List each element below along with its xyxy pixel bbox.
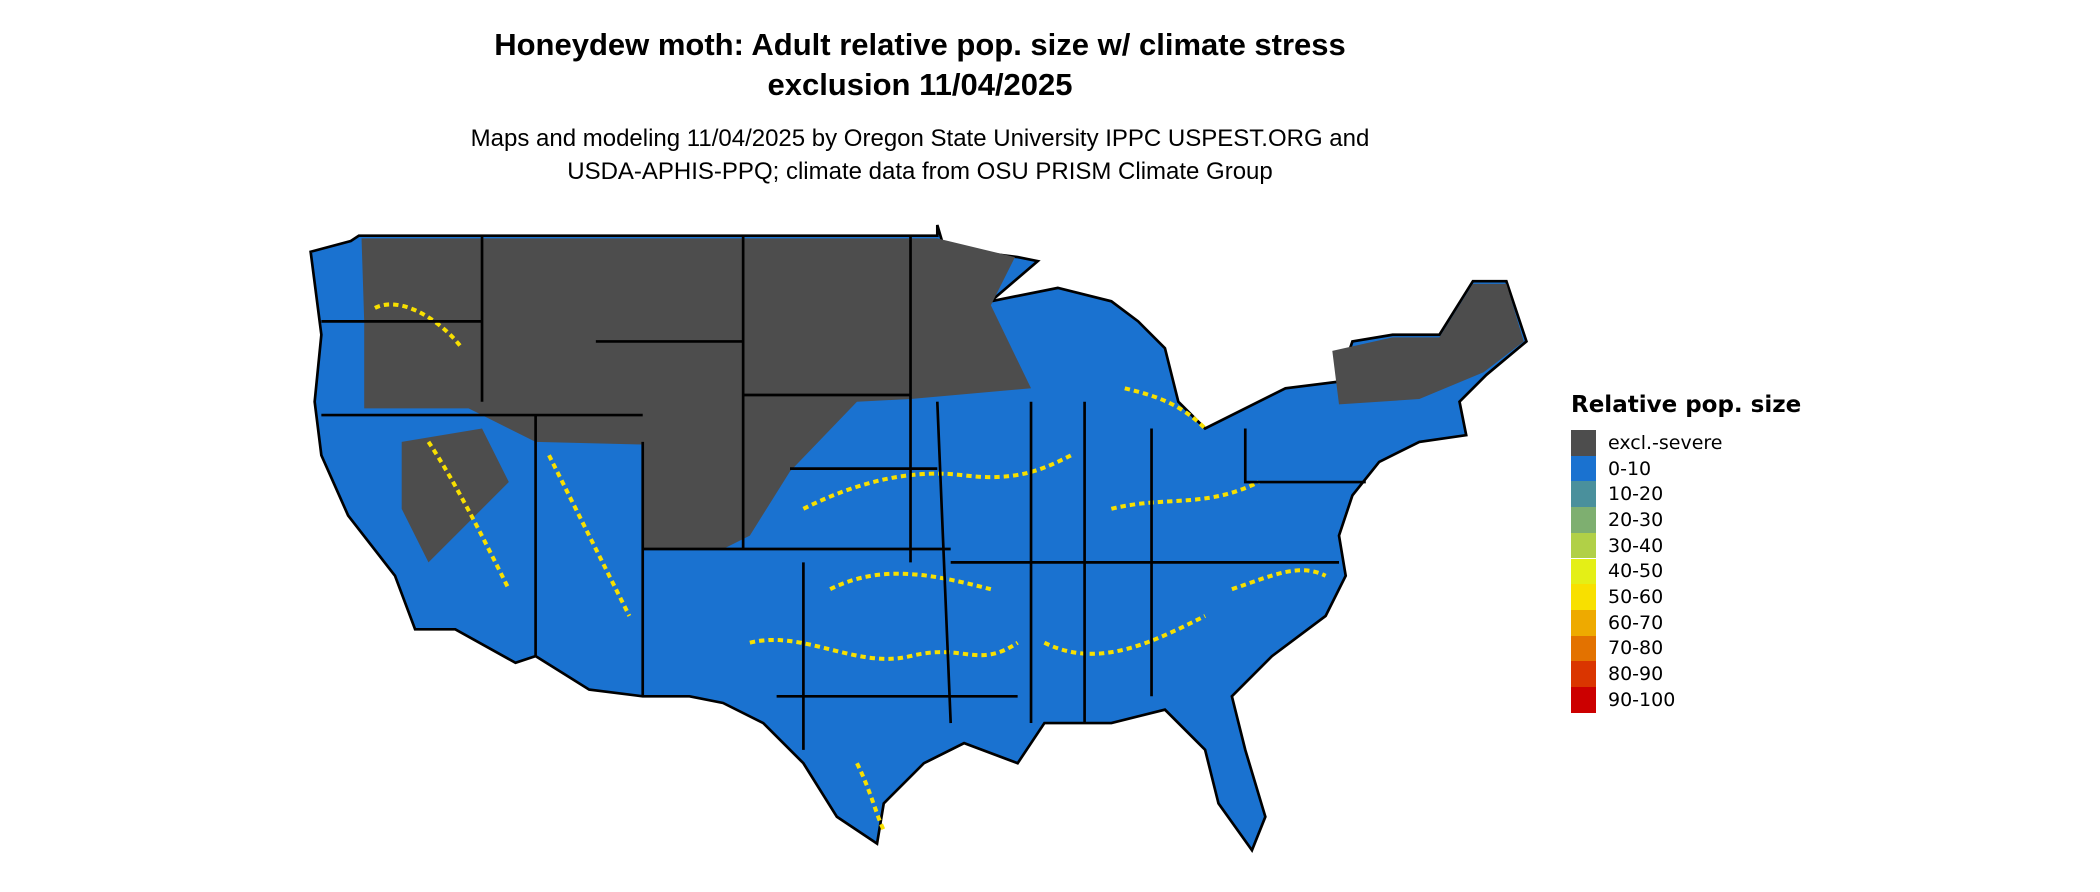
legend-title: Relative pop. size	[1571, 392, 1802, 418]
legend-item: 80-90	[1571, 661, 1663, 687]
yellow-patch	[426, 440, 511, 591]
legend-item: 40-50	[1571, 558, 1664, 585]
legend-label: 80-90	[1608, 663, 1664, 686]
yellow-patch	[374, 302, 464, 350]
legend-label: 40-50	[1608, 560, 1664, 583]
legend-label: 60-70	[1608, 611, 1664, 634]
yellow-patch	[1124, 386, 1207, 430]
yellow-patch	[855, 762, 886, 832]
legend-label: 30-40	[1608, 534, 1664, 557]
yellow-patch	[802, 453, 1073, 511]
legend-swatch	[1571, 481, 1596, 508]
legend-label: 20-30	[1608, 508, 1664, 531]
legend-swatch	[1571, 430, 1596, 456]
legend-swatch	[1571, 455, 1596, 482]
legend-label: excl.-severe	[1608, 431, 1723, 454]
legend-swatch	[1571, 687, 1596, 713]
legend-label: 50-60	[1608, 586, 1664, 609]
map-subtitle-line2: USDA-APHIS-PPQ; climate data from OSU PR…	[567, 158, 1273, 185]
yellow-patch	[1043, 614, 1206, 656]
excluded-northeast-region	[1332, 283, 1524, 405]
legend-swatch	[1571, 609, 1596, 636]
excluded-northern-plains-region	[361, 238, 1032, 549]
high-suitability-patches	[374, 302, 1327, 832]
legend-item: 90-100	[1571, 687, 1675, 713]
legend-swatch	[1571, 507, 1596, 533]
legend-item: 0-10	[1571, 455, 1652, 482]
legend-item: excl.-severe	[1571, 430, 1723, 456]
legend-swatch	[1571, 558, 1596, 585]
legend-label: 70-80	[1608, 637, 1664, 660]
state-border	[321, 235, 1366, 750]
legend-label: 10-20	[1608, 483, 1664, 506]
legend-item: 50-60	[1571, 584, 1663, 610]
legend-swatch	[1571, 635, 1596, 662]
map-title-line2: exclusion 11/04/2025	[767, 67, 1073, 102]
map-title-line1: Honeydew moth: Adult relative pop. size …	[494, 27, 1346, 62]
map-subtitle-line1: Maps and modeling 11/04/2025 by Oregon S…	[470, 125, 1370, 152]
legend-swatch	[1571, 584, 1596, 610]
legend-item: 70-80	[1571, 635, 1664, 662]
yellow-patch	[829, 571, 992, 592]
yellow-patch	[749, 637, 1019, 661]
legend-item: 10-20	[1571, 481, 1664, 508]
legend-label: 90-100	[1608, 688, 1676, 711]
legend-item: 20-30	[1571, 507, 1663, 533]
legend-swatch	[1571, 532, 1596, 559]
legend-item: 60-70	[1571, 609, 1664, 636]
legend-label: 0-10	[1608, 457, 1652, 480]
excluded-great-basin-region	[401, 428, 509, 563]
yellow-patch	[1231, 568, 1327, 592]
legend-swatch	[1571, 661, 1596, 687]
state-borders	[321, 235, 1366, 750]
yellow-patch	[547, 454, 632, 617]
legend-item: 30-40	[1571, 532, 1664, 559]
